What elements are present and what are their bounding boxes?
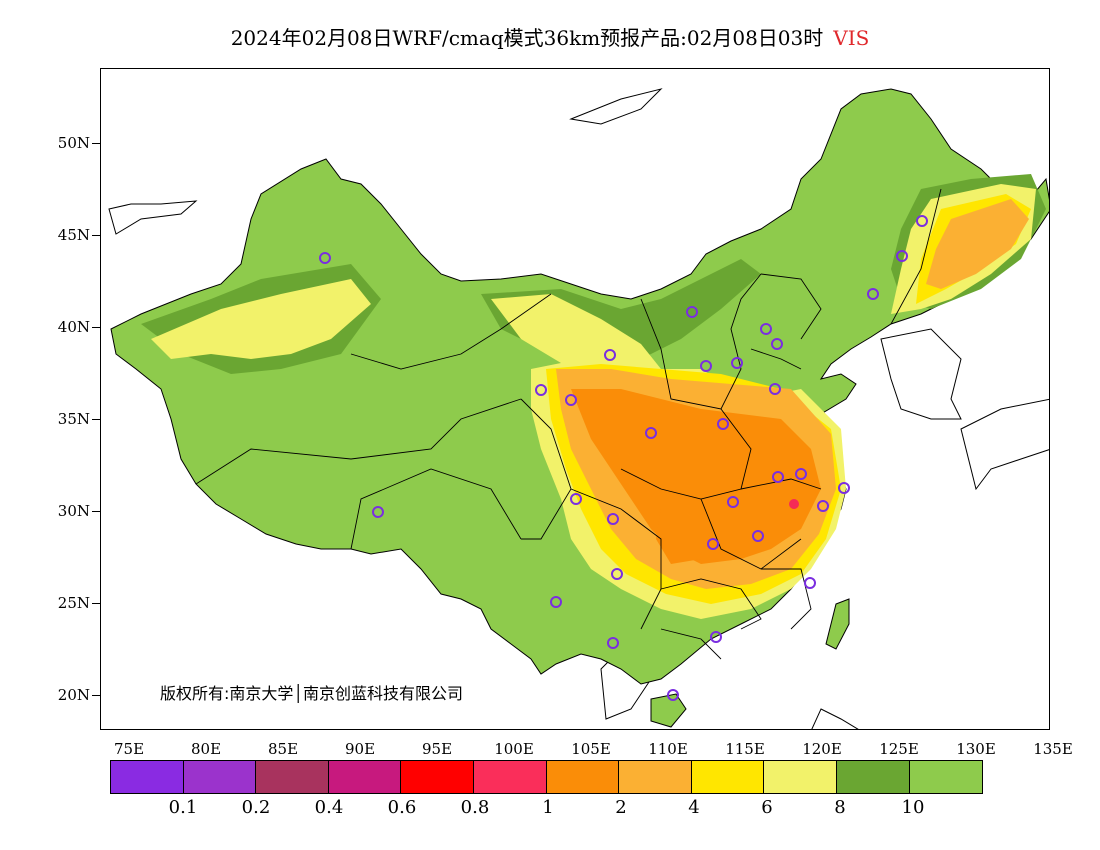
chart-title: 2024年02月08日WRF/cmaq模式36km预报产品:02月08日03时 V… bbox=[0, 22, 1100, 51]
lon-label-125e: 125E bbox=[879, 740, 919, 758]
legend-label: 6 bbox=[761, 797, 773, 818]
legend-label: 4 bbox=[688, 797, 700, 818]
lon-label-110e: 110E bbox=[648, 740, 688, 758]
zone-orange-hunan bbox=[656, 499, 721, 564]
zone-light-yellow-inner-mongolia bbox=[491, 294, 661, 379]
legend-label: 2 bbox=[615, 797, 627, 818]
legend-swatch bbox=[619, 761, 692, 793]
zone-orange-central bbox=[571, 389, 821, 564]
lon-label-95e: 95E bbox=[421, 740, 453, 758]
lat-tick bbox=[92, 511, 100, 512]
legend-label: 0.1 bbox=[168, 797, 198, 818]
legend-swatch bbox=[764, 761, 837, 793]
lat-label-45n: 45N bbox=[57, 226, 90, 244]
coastline-lake-balkhash bbox=[108, 200, 198, 235]
lat-label-25n: 25N bbox=[57, 594, 90, 612]
zone-red-spot bbox=[789, 499, 799, 509]
legend-swatch bbox=[836, 761, 910, 793]
lon-label-100e: 100E bbox=[494, 740, 534, 758]
legend-swatch bbox=[401, 761, 474, 793]
lon-label-120e: 120E bbox=[802, 740, 842, 758]
zone-light-yellow-xinjiang bbox=[151, 279, 371, 359]
lat-label-20n: 20N bbox=[57, 686, 90, 704]
lat-tick bbox=[92, 603, 100, 604]
lat-label-30n: 30N bbox=[57, 502, 90, 520]
title-text: 2024年02月08日WRF/cmaq模式36km预报产品:02月08日03时 bbox=[230, 26, 824, 50]
lon-label-75e: 75E bbox=[113, 740, 145, 758]
lat-tick bbox=[92, 235, 100, 236]
coastline-russia bbox=[569, 88, 663, 125]
legend-label: 0.8 bbox=[460, 797, 490, 818]
taiwan-island bbox=[825, 598, 850, 650]
legend-label: 0.6 bbox=[387, 797, 417, 818]
coastline-korea bbox=[880, 328, 962, 420]
lon-label-115e: 115E bbox=[725, 740, 765, 758]
legend-swatch bbox=[473, 761, 547, 793]
legend-label: 8 bbox=[834, 797, 846, 818]
zone-light-orange-northeast bbox=[926, 199, 1029, 289]
variable-label: VIS bbox=[833, 26, 870, 50]
legend-swatch bbox=[546, 761, 620, 793]
legend-label: 0.4 bbox=[314, 797, 344, 818]
lon-label-135e: 135E bbox=[1033, 740, 1073, 758]
lon-label-130e: 130E bbox=[956, 740, 996, 758]
coastline-japan bbox=[960, 398, 1049, 491]
lat-tick bbox=[92, 143, 100, 144]
visibility-map bbox=[108, 88, 1049, 729]
legend-label: 10 bbox=[901, 797, 925, 818]
legend-swatch bbox=[256, 761, 329, 793]
lon-label-85e: 85E bbox=[267, 740, 299, 758]
province-borders bbox=[195, 188, 942, 660]
station-markers bbox=[319, 215, 928, 701]
lat-tick bbox=[92, 695, 100, 696]
lon-label-105e: 105E bbox=[571, 740, 611, 758]
lat-label-40n: 40N bbox=[57, 318, 90, 336]
color-legend bbox=[110, 760, 984, 794]
legend-swatch bbox=[691, 761, 765, 793]
legend-swatch bbox=[328, 761, 402, 793]
legend-label: 1 bbox=[542, 797, 554, 818]
hainan-island bbox=[650, 693, 687, 728]
lat-label-50n: 50N bbox=[57, 134, 90, 152]
lat-tick bbox=[92, 419, 100, 420]
legend-swatch bbox=[183, 761, 257, 793]
legend-swatch bbox=[909, 761, 983, 793]
coastline-philippines bbox=[811, 708, 859, 729]
lat-tick bbox=[92, 327, 100, 328]
legend-label: 0.2 bbox=[241, 797, 271, 818]
legend-swatch bbox=[111, 761, 184, 793]
map-panel[interactable] bbox=[100, 68, 1050, 730]
lon-label-80e: 80E bbox=[190, 740, 222, 758]
lat-label-35n: 35N bbox=[57, 410, 90, 428]
lon-label-90e: 90E bbox=[344, 740, 376, 758]
copyright-notice: 版权所有:南京大学│南京创蓝科技有限公司 bbox=[160, 684, 464, 703]
